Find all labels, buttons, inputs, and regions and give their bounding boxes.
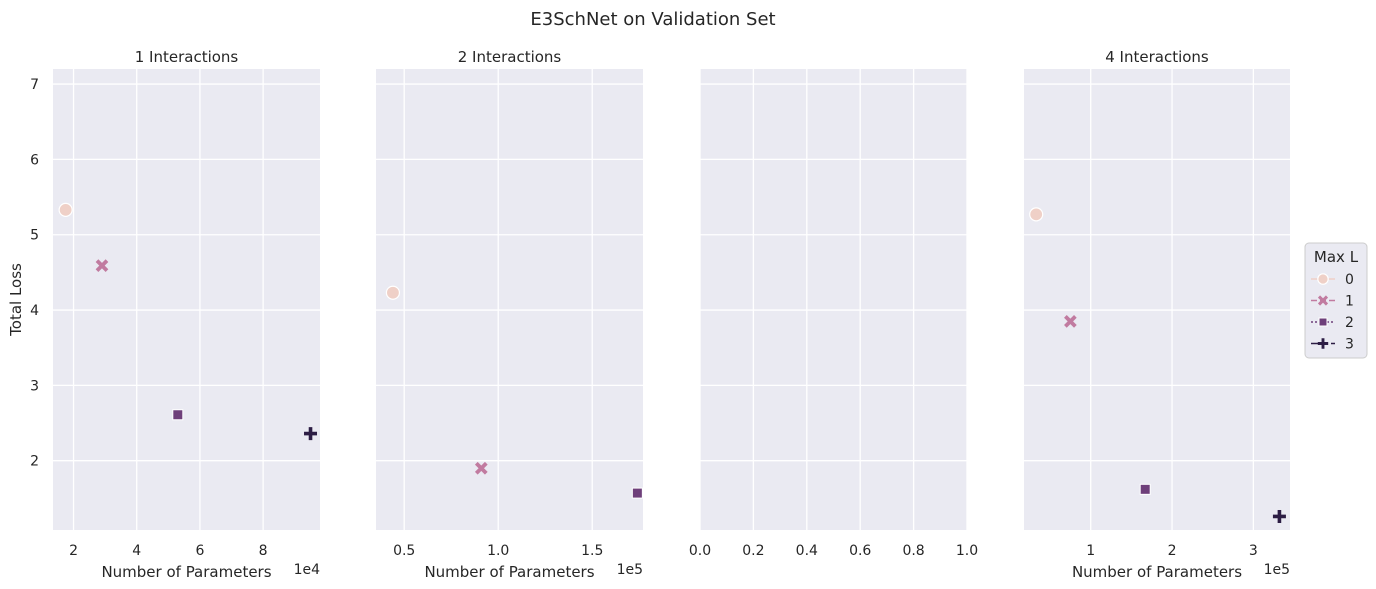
legend-label: 3 (1345, 337, 1354, 353)
data-point (1064, 315, 1077, 328)
x-offset-label: 1e5 (1264, 562, 1290, 578)
legend-marker (1317, 295, 1329, 306)
y-tick-label: 6 (30, 152, 39, 168)
x-tick-label: 1.5 (581, 543, 603, 559)
x-axis-label: Number of Parameters (424, 563, 594, 581)
x-tick-label: 2 (69, 543, 78, 559)
data-point (385, 285, 401, 300)
subplot-title: 1 Interactions (135, 48, 239, 66)
x-tick-label: 0.0 (689, 543, 711, 559)
x-tick-label: 1 (1086, 543, 1095, 559)
legend-marker (1317, 338, 1329, 349)
legend-label: 0 (1345, 272, 1354, 288)
legend-marker (1318, 317, 1328, 327)
x-tick-label: 1.0 (956, 543, 978, 559)
y-tick-label: 3 (30, 378, 39, 394)
legend-entry: 0 (1311, 272, 1354, 288)
legend-title: Max L (1314, 248, 1359, 266)
subplot-title: 4 Interactions (1105, 48, 1209, 66)
plot-area (700, 69, 967, 530)
x-offset-label: 1e5 (617, 562, 643, 578)
panels: 2 4 6 8 2 3 4 5 6 7 1 Interactions Number of Parame… (7, 48, 1290, 581)
subplot-2: 0.5 1.0 1.5 2 Interactions Number of Paramet… (376, 48, 643, 581)
legend-label: 1 (1345, 294, 1354, 310)
x-tick-label: 0.4 (796, 543, 818, 559)
data-point (1272, 509, 1286, 523)
legend-label: 2 (1345, 315, 1354, 331)
x-axis-label: Number of Parameters (1072, 563, 1242, 581)
data-point (58, 202, 73, 217)
x-tick-label: 0.8 (902, 543, 924, 559)
data-point (172, 409, 184, 421)
y-tick-label: 5 (30, 228, 39, 244)
x-tick-label: 3 (1249, 543, 1258, 559)
legend-entry: 2 (1311, 315, 1354, 331)
data-point (1139, 483, 1151, 495)
x-tick-label: 1.0 (487, 543, 509, 559)
legend-entry: 1 (1311, 294, 1354, 310)
y-tick-label: 2 (30, 454, 39, 470)
data-point (474, 461, 488, 475)
x-axis-label: Number of Parameters (101, 563, 271, 581)
data-point (304, 427, 318, 441)
x-tick-label: 0.2 (742, 543, 764, 559)
legend-frame (1304, 242, 1368, 359)
x-tick-label: 8 (259, 543, 268, 559)
subplot-3: 0.0 0.2 0.4 0.6 0.8 1.0 (689, 69, 978, 559)
plot-area (376, 69, 643, 530)
y-tick-label: 7 (30, 77, 39, 93)
legend: Max L 0 1 2 3 (1304, 242, 1368, 359)
plot-area (53, 69, 320, 530)
y-tick-label: 4 (30, 303, 39, 319)
x-tick-label: 4 (132, 543, 141, 559)
data-point (631, 487, 643, 499)
x-tick-label: 6 (195, 543, 204, 559)
x-tick-label: 2 (1168, 543, 1177, 559)
x-tick-label: 0.6 (849, 543, 871, 559)
figure-title: E3SchNet on Validation Set (530, 9, 775, 30)
subplot-4: 1 2 3 4 Interactions Number of Parameters 1e5 (1024, 48, 1290, 581)
y-axis-label: Total Loss (7, 263, 25, 337)
data-point (95, 259, 109, 272)
x-offset-label: 1e4 (294, 562, 321, 578)
legend-entry: 3 (1311, 337, 1354, 353)
data-point (1029, 207, 1044, 222)
x-tick-label: 0.5 (393, 543, 415, 559)
plot-area (1024, 69, 1290, 530)
subplot-title: 2 Interactions (458, 48, 562, 66)
legend-marker (1317, 273, 1329, 285)
subplot-1: 2 4 6 8 2 3 4 5 6 7 1 Interactions Number of Parame… (7, 48, 320, 581)
